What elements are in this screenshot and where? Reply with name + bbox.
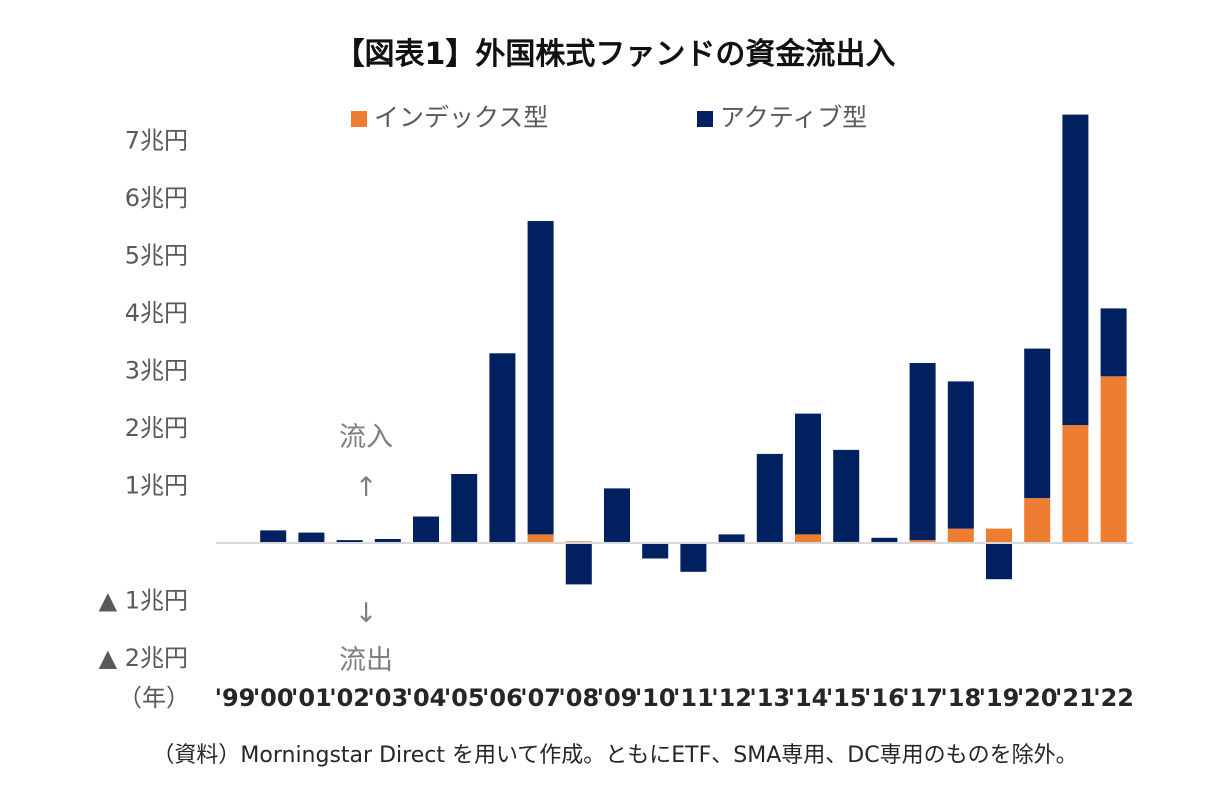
outflow-arrow: ↓ [355,598,378,629]
inflow-arrow: ↑ [355,472,378,503]
bar-active [527,221,554,535]
y-tick-label: ▲ 2兆円 [99,644,188,672]
bars [260,114,1127,585]
bar-active [756,453,783,543]
x-tick-label: '16 [864,684,905,712]
legend: インデックス型 アクティブ型 [351,103,867,132]
bar-active [565,543,592,585]
y-tick-label: 7兆円 [125,127,188,155]
x-tick-label: '10 [635,684,676,712]
bar-active [1024,348,1051,499]
x-tick-label: '08 [558,684,599,712]
y-tick-label: 4兆円 [125,299,188,327]
x-tick-label: '05 [444,684,485,712]
x-tick-label: '22 [1093,684,1134,712]
outflow-label: 流出 [339,645,393,676]
x-tick-label: '11 [673,684,714,712]
legend-label-active: アクティブ型 [720,103,867,132]
bar-active [374,539,401,543]
x-tick-label: '02 [329,684,370,712]
x-tick-label: '15 [826,684,867,712]
x-unit-label: （年） [118,684,190,712]
bar-active [986,543,1012,580]
bar-active [833,449,860,542]
chart-title: 【図表1】外国株式ファンドの資金流出入 [335,37,896,72]
bar-active [451,474,478,543]
bar-active [489,353,516,544]
bar-active [909,363,936,541]
source-note: （資料）Morningstar Direct を用いて作成。ともにETF、SMA… [152,743,1077,768]
legend-swatch-active [697,111,713,127]
bar-index [1062,425,1089,543]
x-tick-label: '03 [367,684,408,712]
x-tick-label: '01 [291,684,332,712]
x-tick-label: '17 [902,684,943,712]
bar-active [336,540,363,543]
y-tick-label: ▲ 1兆円 [99,587,188,615]
bar-index [527,534,554,543]
bar-index [947,528,974,543]
x-tick-label: '13 [749,684,790,712]
y-axis-ticks: 7兆円 6兆円 5兆円 4兆円 3兆円 2兆円 1兆円 ▲ 1兆円 ▲ 2兆円 [99,127,188,673]
bar-index [1100,376,1127,544]
x-axis-ticks: '99'00'01'02'03'04'05'06'07'08'09'10'11'… [215,684,1134,712]
x-tick-label: '19 [979,684,1020,712]
x-tick-label: '12 [711,684,752,712]
inflow-label: 流入 [339,422,393,453]
x-tick-label: '14 [788,684,829,712]
bar-index [986,528,1012,543]
x-tick-label: '06 [482,684,523,712]
bar-active [680,543,707,572]
bar-active [795,413,821,535]
y-tick-label: 3兆円 [125,357,188,385]
y-tick-label: 1兆円 [125,472,188,500]
bar-index [909,540,936,543]
x-tick-label: '04 [406,684,447,712]
legend-label-index: インデックス型 [374,103,548,132]
y-tick-label: 5兆円 [125,242,188,270]
bar-active [298,532,325,543]
x-tick-label: '07 [520,684,561,712]
x-tick-label: '21 [1055,684,1096,712]
x-tick-label: '99 [215,684,256,712]
bar-active [642,543,669,559]
y-tick-label: 6兆円 [125,184,188,212]
bar-active [413,516,439,543]
bar-active [718,534,745,543]
bar-active [260,530,287,543]
x-tick-label: '09 [597,684,638,712]
bar-active [1062,114,1089,426]
legend-swatch-index [351,111,367,127]
bar-index [1024,498,1051,543]
x-tick-label: '18 [940,684,981,712]
bar-active [947,381,974,529]
x-tick-label: '20 [1017,684,1058,712]
bar-index [795,534,821,543]
y-tick-label: 2兆円 [125,414,188,442]
bar-active [1100,308,1127,377]
bar-active [871,537,898,543]
x-tick-label: '00 [253,684,294,712]
bar-active [604,488,630,543]
